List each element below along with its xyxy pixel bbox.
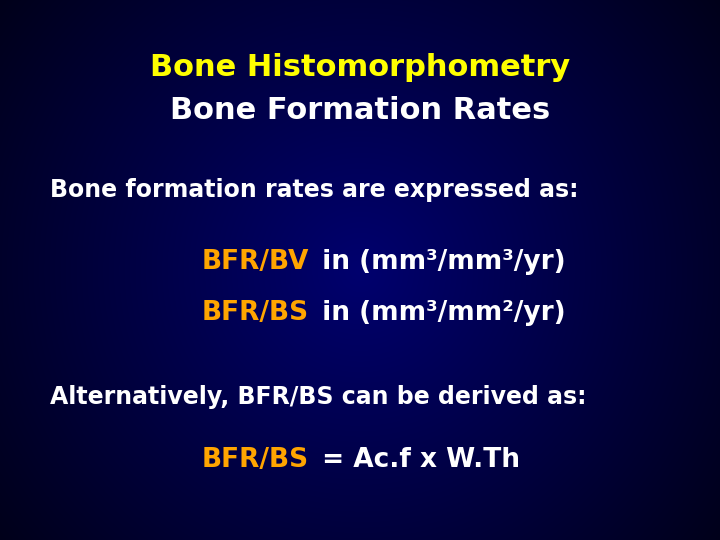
- Text: = Ac.f x W.Th: = Ac.f x W.Th: [313, 447, 521, 473]
- Text: Bone Histomorphometry: Bone Histomorphometry: [150, 53, 570, 82]
- Text: Bone Formation Rates: Bone Formation Rates: [170, 96, 550, 125]
- Text: in (mm³/mm³/yr): in (mm³/mm³/yr): [313, 249, 566, 275]
- Text: BFR/BS: BFR/BS: [202, 447, 309, 473]
- Text: BFR/BV: BFR/BV: [202, 249, 309, 275]
- Text: Alternatively, BFR/BS can be derived as:: Alternatively, BFR/BS can be derived as:: [50, 385, 587, 409]
- Text: BFR/BS: BFR/BS: [202, 300, 309, 326]
- Text: in (mm³/mm²/yr): in (mm³/mm²/yr): [313, 300, 566, 326]
- Text: Bone formation rates are expressed as:: Bone formation rates are expressed as:: [50, 178, 579, 202]
